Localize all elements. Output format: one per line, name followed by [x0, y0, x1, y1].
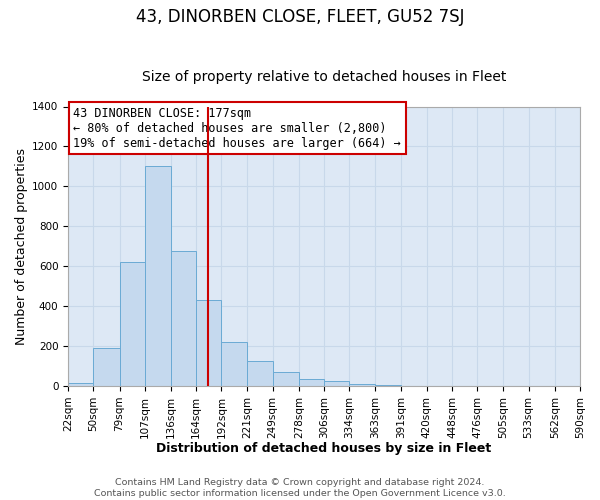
Bar — [324, 381, 349, 386]
Bar — [247, 361, 273, 386]
Bar — [145, 166, 171, 386]
Text: Contains HM Land Registry data © Crown copyright and database right 2024.
Contai: Contains HM Land Registry data © Crown c… — [94, 478, 506, 498]
Bar — [273, 372, 299, 386]
X-axis label: Distribution of detached houses by size in Fleet: Distribution of detached houses by size … — [157, 442, 491, 455]
Bar — [299, 379, 324, 386]
Y-axis label: Number of detached properties: Number of detached properties — [15, 148, 28, 344]
Bar — [376, 385, 401, 386]
Text: 43 DINORBEN CLOSE: 177sqm
← 80% of detached houses are smaller (2,800)
19% of se: 43 DINORBEN CLOSE: 177sqm ← 80% of detac… — [73, 106, 401, 150]
Title: Size of property relative to detached houses in Fleet: Size of property relative to detached ho… — [142, 70, 506, 85]
Bar — [171, 251, 196, 386]
Bar — [349, 384, 376, 386]
Bar — [94, 348, 119, 386]
Bar — [196, 300, 221, 386]
Bar — [68, 383, 94, 386]
Text: 43, DINORBEN CLOSE, FLEET, GU52 7SJ: 43, DINORBEN CLOSE, FLEET, GU52 7SJ — [136, 8, 464, 26]
Bar — [119, 262, 145, 386]
Bar — [221, 342, 247, 386]
